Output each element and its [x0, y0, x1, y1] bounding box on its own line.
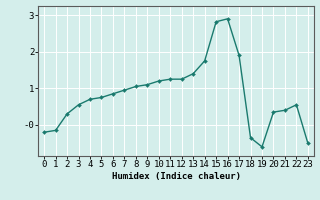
X-axis label: Humidex (Indice chaleur): Humidex (Indice chaleur) — [111, 172, 241, 181]
